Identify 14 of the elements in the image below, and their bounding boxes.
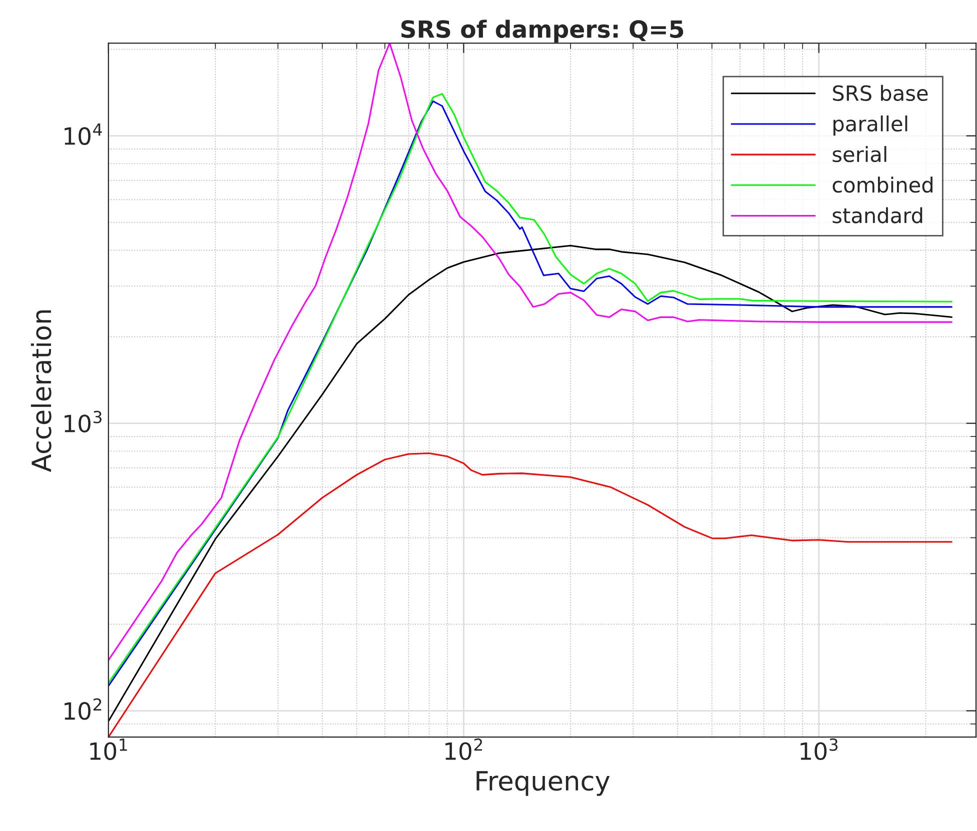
x-tick-label: 10$^{3}$ bbox=[800, 738, 838, 760]
x-tick-label: 10$^{2}$ bbox=[445, 738, 482, 760]
y-tick-label: 10$^{2}$ bbox=[64, 698, 102, 720]
x-axis-title: Frequency bbox=[476, 771, 610, 796]
x-tick-label: 10$^{1}$ bbox=[90, 738, 127, 760]
legend-label: parallel bbox=[833, 115, 908, 136]
legend-label: standard bbox=[832, 207, 922, 224]
legend-label: serial bbox=[832, 146, 886, 162]
y-axis-title: Acceleration bbox=[30, 310, 52, 472]
y-tick-label: 10$^{4}$ bbox=[64, 124, 102, 145]
legend-label: SRS base bbox=[832, 84, 928, 102]
legend-label: combined bbox=[832, 176, 932, 193]
y-tick-label: 10$^{3}$ bbox=[64, 410, 102, 432]
chart-title: SRS of dampers: Q=5 bbox=[401, 20, 684, 43]
